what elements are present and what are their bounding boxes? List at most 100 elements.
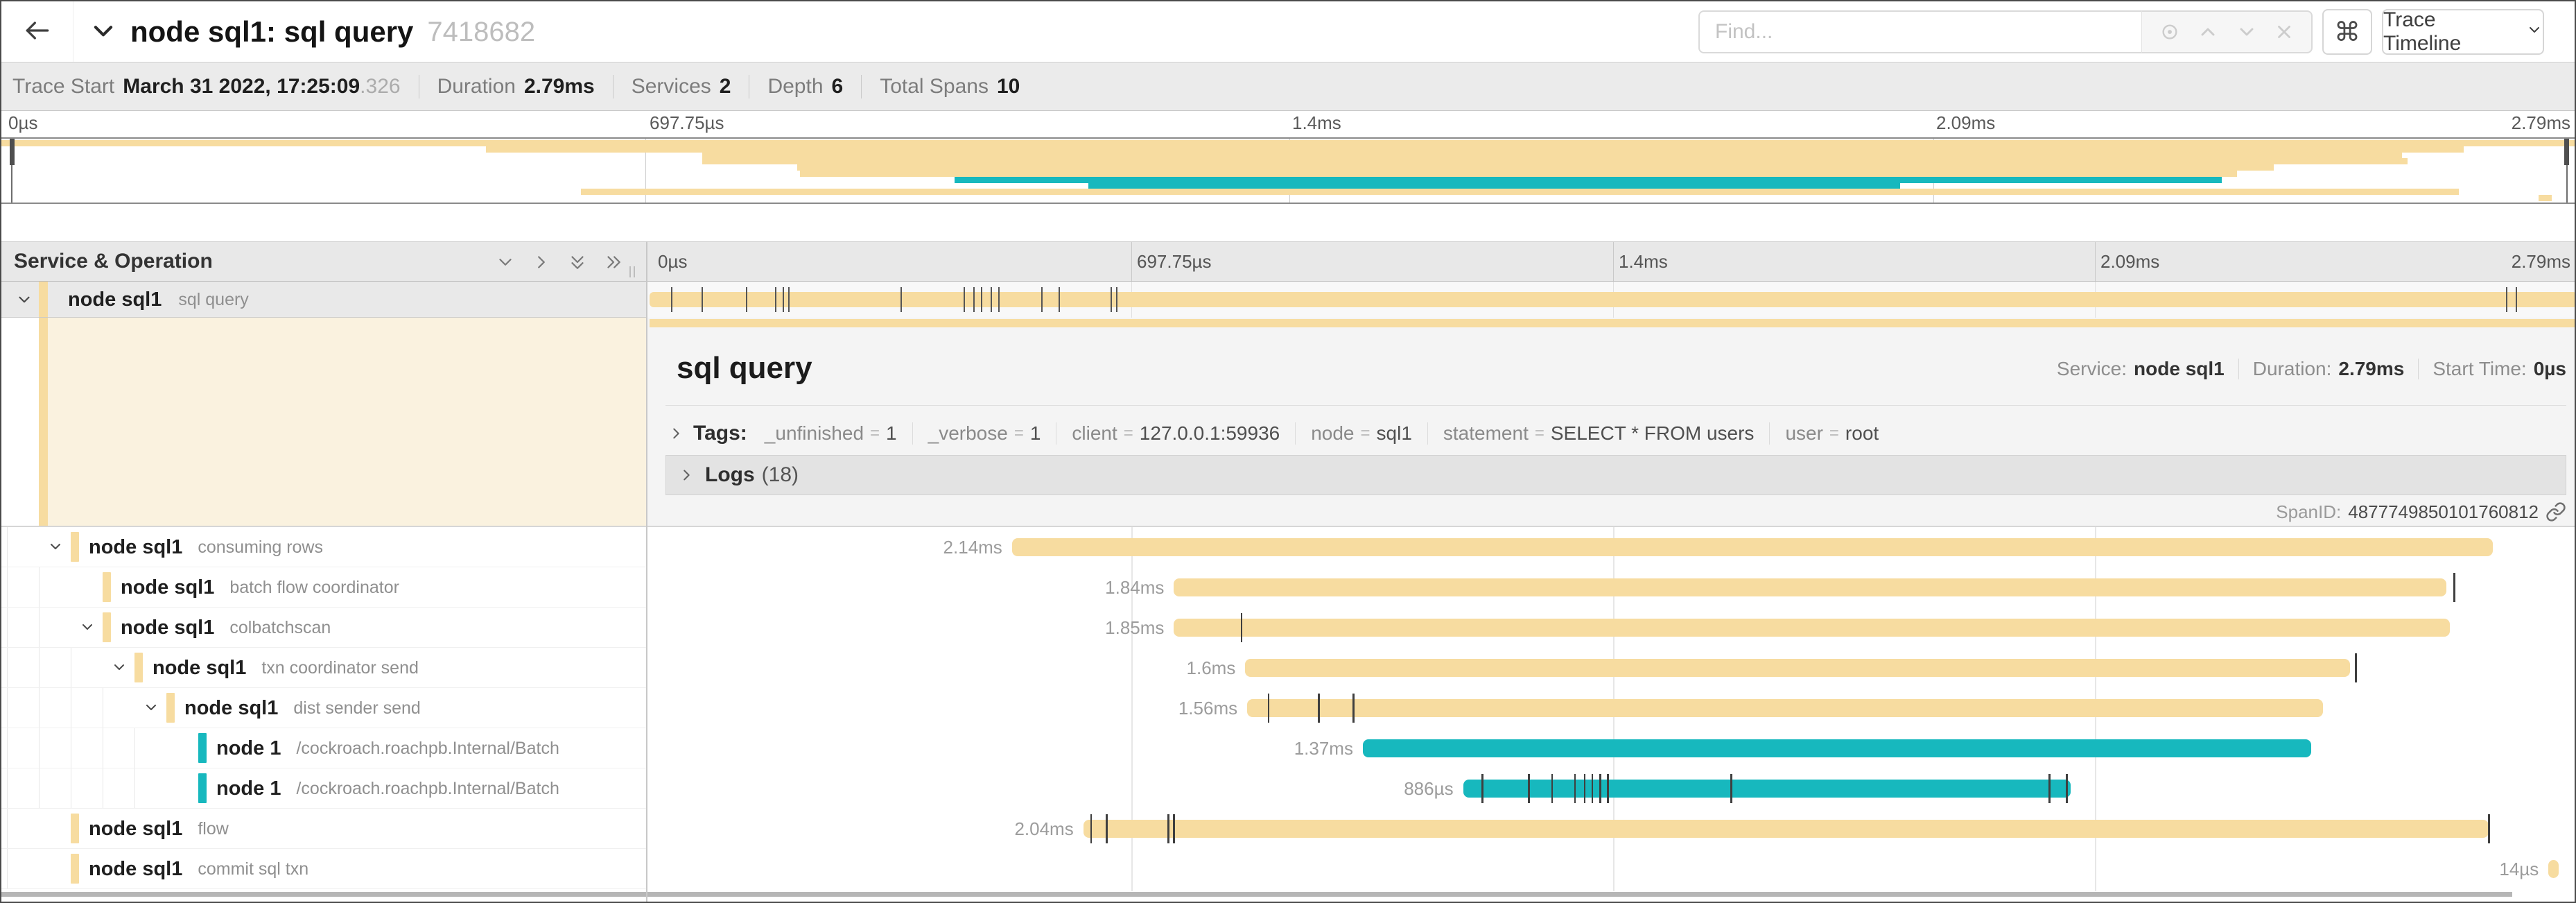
service-name: node sql1 (89, 817, 183, 840)
span-row[interactable]: 2.04ms (647, 809, 2575, 849)
span-duration-label: 1.6ms (1186, 657, 1236, 678)
span-row[interactable]: 1.37ms (647, 728, 2575, 768)
column-resizer-grip[interactable] (629, 266, 639, 277)
view-selector-button[interactable]: Trace Timeline (2382, 8, 2544, 55)
minimap-span (581, 189, 2460, 196)
tree-row[interactable]: node 1/cockroach.roachpb.Internal/Batch (1, 728, 646, 768)
span-bar[interactable] (1247, 699, 2323, 717)
minimap-span (1, 140, 2575, 146)
collapse-one-icon[interactable] (495, 252, 516, 276)
log-tick (1730, 774, 1732, 803)
span-row-sql-query[interactable] (647, 282, 2575, 318)
locate-span-button[interactable] (2159, 21, 2181, 43)
caret-down-icon[interactable] (79, 619, 96, 639)
tree-row[interactable]: node sql1 batch flow coordinator (1, 567, 646, 608)
span-id-value: 4877749850101760812 (2348, 501, 2539, 522)
service-operation-header: Service & Operation (14, 250, 213, 273)
operation-name: flow (198, 818, 229, 839)
caret-down-icon[interactable] (47, 538, 64, 558)
span-bar[interactable] (650, 292, 2575, 307)
span-bar[interactable] (1174, 578, 2446, 596)
minimap-left-handle[interactable] (10, 139, 15, 165)
tree-row[interactable]: node sql1 flow (1, 809, 646, 849)
link-icon[interactable] (2545, 501, 2566, 522)
span-duration-label: 1.84ms (1105, 577, 1165, 598)
minimap-axis: 0µs 697.75µs 1.4ms 2.09ms 2.79ms (1, 111, 2575, 137)
log-tick (670, 287, 672, 312)
tree-row[interactable]: node sql1 txn coordinator send (1, 648, 646, 688)
span-row[interactable]: 14µs (647, 849, 2575, 889)
timeline-column-header: Service & Operation 0µs 697.75µs 1.4ms 2… (1, 241, 2575, 282)
detail-meta: Service: node sql1 Duration: 2.79ms Star… (2057, 358, 2566, 380)
timeline-tick: 0µs (658, 251, 688, 272)
tree-row-sql-query[interactable]: node sql1 sql query (1, 282, 646, 318)
timeline-tick: 697.75µs (1137, 251, 1212, 272)
equals: = (870, 424, 880, 442)
caret-down-icon[interactable] (15, 291, 33, 312)
caret-down-icon[interactable] (143, 699, 159, 719)
expand-all-icon[interactable] (603, 252, 624, 276)
header-gridline (2095, 242, 2096, 281)
back-button[interactable] (1, 1, 73, 62)
tags-toggle[interactable]: Tags: _unfinished = 1 _verbose = 1 clien… (665, 413, 2566, 454)
collapse-all-icon[interactable] (567, 252, 588, 276)
expand-one-icon[interactable] (531, 252, 552, 276)
tree-row[interactable]: node sql1 colbatchscan (1, 608, 646, 648)
span-row[interactable]: 2.14ms (647, 527, 2575, 567)
equals: = (1123, 424, 1133, 442)
log-tick (1591, 774, 1594, 803)
span-color-accent (71, 814, 79, 843)
axis-tick: 2.79ms (2511, 112, 2570, 133)
log-tick (788, 287, 790, 312)
log-tick (964, 287, 966, 312)
clear-search-button[interactable] (2274, 22, 2295, 42)
find-input[interactable] (1698, 10, 2142, 53)
view-selector-label: Trace Timeline (2383, 8, 2462, 55)
next-result-button[interactable] (2236, 21, 2258, 43)
minimap-right-handle[interactable] (2564, 139, 2569, 165)
span-bar[interactable] (1245, 659, 2350, 677)
span-bar[interactable] (1362, 739, 2312, 757)
minimap-right-handle-line (2566, 165, 2568, 203)
service-name: node 1 (216, 777, 281, 800)
span-duration-label: 1.56ms (1178, 698, 1238, 719)
span-bar[interactable] (1083, 820, 2489, 838)
operation-name: txn coordinator send (261, 657, 419, 678)
services-label: Services (631, 75, 711, 98)
keyboard-shortcuts-button[interactable]: ⌘ (2322, 9, 2372, 55)
span-row[interactable]: 1.56ms (647, 688, 2575, 728)
span-row[interactable]: 1.85ms (647, 608, 2575, 648)
trace-collapse-toggle[interactable] (90, 1, 116, 62)
log-tick (1551, 774, 1553, 803)
logs-toggle[interactable]: Logs (18) (665, 455, 2566, 495)
tree-row[interactable]: node sql1 dist sender send (1, 688, 646, 728)
separator (1427, 422, 1428, 445)
span-bar[interactable] (1463, 780, 2071, 798)
span-bar[interactable] (1011, 538, 2493, 556)
list-bottom-scroll-track[interactable] (1, 892, 2512, 897)
span-bar[interactable] (2548, 860, 2559, 878)
span-row[interactable]: 1.84ms (647, 567, 2575, 608)
caret-down-icon[interactable] (111, 659, 128, 679)
tree-row[interactable]: node 1/cockroach.roachpb.Internal/Batch (1, 768, 646, 809)
chevron-right-icon (679, 467, 694, 483)
tree-row[interactable]: node sql1 consuming rows (1, 527, 646, 567)
minimap-span (799, 171, 2238, 177)
depth-label: Depth (767, 75, 824, 98)
span-row[interactable]: 886µs (647, 768, 2575, 809)
indent-guide (7, 608, 8, 647)
log-tick (1106, 814, 1108, 843)
equals: = (1534, 424, 1544, 442)
trace-start-label: Trace Start (12, 75, 115, 98)
service-name: node sql1 (68, 288, 162, 311)
log-tick (1240, 613, 1243, 642)
trace-minimap[interactable] (1, 137, 2575, 204)
tree-row[interactable]: node sql1 commit sql txn (1, 849, 646, 889)
log-tick (2506, 287, 2508, 312)
span-row[interactable]: 1.6ms (647, 648, 2575, 688)
span-bar[interactable] (1174, 619, 2451, 637)
prev-result-button[interactable] (2197, 21, 2219, 43)
span-color-accent (198, 733, 207, 763)
panel-divider[interactable] (646, 241, 647, 902)
